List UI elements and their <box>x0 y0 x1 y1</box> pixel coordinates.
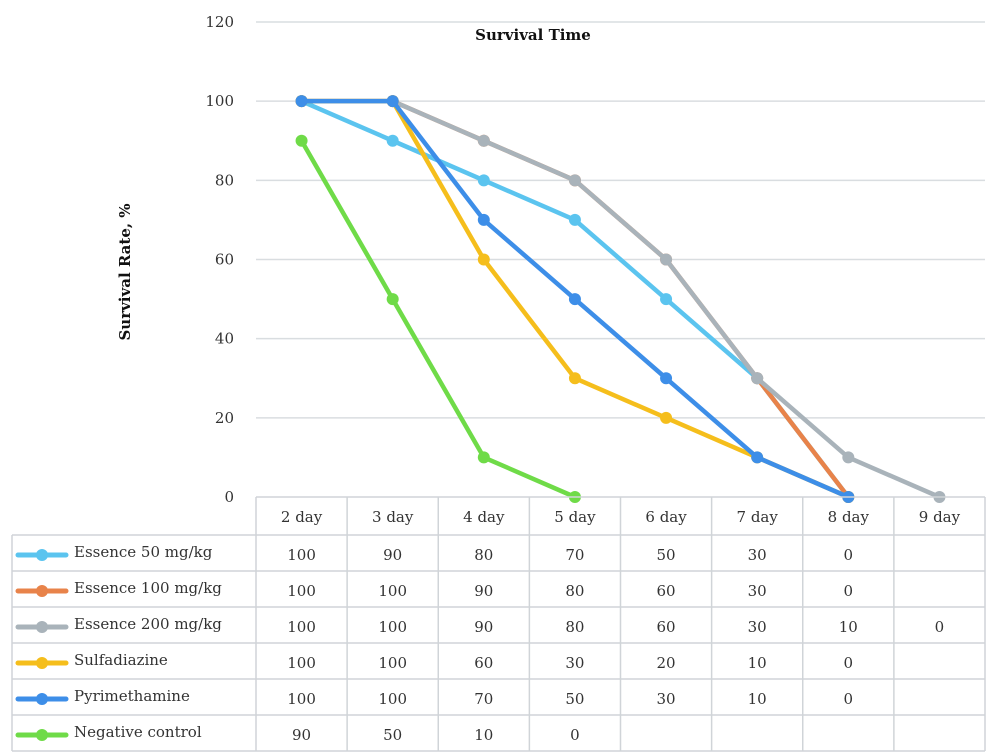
legend-swatch-marker <box>36 585 48 597</box>
series-line <box>299 98 942 500</box>
series-group <box>295 134 581 503</box>
data-point <box>386 134 399 147</box>
series-lines <box>295 95 946 503</box>
y-tick-label: 20 <box>215 409 234 427</box>
data-point <box>477 253 490 266</box>
data-label: 60 <box>474 654 493 672</box>
chart-title: Survival Time <box>475 26 591 44</box>
data-label: 30 <box>748 618 767 636</box>
data-label: 100 <box>378 654 407 672</box>
data-label: 70 <box>565 546 584 564</box>
data-point <box>386 293 399 306</box>
data-point <box>477 174 490 187</box>
data-label: 50 <box>383 726 402 744</box>
x-tick-label: 9 day <box>919 508 961 526</box>
data-table: 2 day 3 day 4 day 5 day 6 day 7 day 8 day 9 day… <box>11 496 986 752</box>
x-tick-label: 7 day <box>737 508 779 526</box>
legend-label: Sulfadiazine <box>74 651 168 669</box>
data-label: 100 <box>378 690 407 708</box>
x-tick-label: 3 day <box>372 508 414 526</box>
data-label: 20 <box>657 654 676 672</box>
data-point <box>660 411 673 424</box>
data-label: 50 <box>565 690 584 708</box>
data-point <box>842 451 855 464</box>
data-label: 30 <box>748 582 767 600</box>
data-label: 100 <box>378 582 407 600</box>
data-label: 80 <box>565 582 584 600</box>
data-point <box>568 293 581 306</box>
data-label: 80 <box>474 546 493 564</box>
data-point <box>660 293 673 306</box>
data-label: 90 <box>474 618 493 636</box>
x-tick-label: 8 day <box>828 508 870 526</box>
legend-label: Essence 50 mg/kg <box>74 543 213 561</box>
data-label: 0 <box>844 654 854 672</box>
data-point <box>751 372 764 385</box>
data-point <box>386 95 399 108</box>
legend-swatch-marker <box>36 693 48 705</box>
data-label: 90 <box>292 726 311 744</box>
legend-swatch-marker <box>36 621 48 633</box>
y-axis-label: Survival Rate, % <box>116 203 134 340</box>
data-point <box>295 95 308 108</box>
series-line <box>299 138 578 500</box>
legend-label: Negative control <box>74 723 202 741</box>
data-label: 100 <box>287 690 316 708</box>
legend-label: Essence 100 mg/kg <box>74 579 222 597</box>
data-label: 100 <box>287 546 316 564</box>
y-tick-label: 0 <box>224 488 234 506</box>
data-point <box>477 134 490 147</box>
legend-label: Pyrimethamine <box>74 687 190 705</box>
legend-swatch-marker <box>36 657 48 669</box>
data-label: 10 <box>474 726 493 744</box>
data-label: 0 <box>935 618 945 636</box>
data-point <box>568 174 581 187</box>
data-label: 100 <box>287 618 316 636</box>
x-tick-label: 4 day <box>463 508 505 526</box>
legend-swatch-marker <box>36 729 48 741</box>
data-label: 10 <box>748 690 767 708</box>
y-tick-label: 60 <box>215 251 234 269</box>
data-label: 80 <box>565 618 584 636</box>
data-point <box>477 451 490 464</box>
data-label: 100 <box>287 654 316 672</box>
y-axis-ticks: 0 20 40 60 80 100 120 <box>205 13 234 506</box>
y-tick-label: 80 <box>215 171 234 189</box>
series-group <box>295 95 855 503</box>
data-label: 30 <box>657 690 676 708</box>
legend-swatch-marker <box>36 549 48 561</box>
data-point <box>295 134 308 147</box>
data-label: 70 <box>474 690 493 708</box>
x-tick-label: 6 day <box>645 508 687 526</box>
legend-label: Essence 200 mg/kg <box>74 615 222 633</box>
data-point <box>568 372 581 385</box>
data-label: 100 <box>378 618 407 636</box>
data-point <box>568 213 581 226</box>
data-label: 0 <box>844 546 854 564</box>
y-tick-label: 120 <box>205 13 234 31</box>
x-tick-label: 2 day <box>281 508 323 526</box>
data-point <box>751 451 764 464</box>
data-label: 10 <box>839 618 858 636</box>
data-label: 60 <box>657 618 676 636</box>
data-label: 30 <box>748 546 767 564</box>
data-point <box>477 213 490 226</box>
x-tick-label: 5 day <box>554 508 596 526</box>
data-label: 60 <box>657 582 676 600</box>
data-label: 90 <box>383 546 402 564</box>
data-point <box>660 372 673 385</box>
data-label: 0 <box>570 726 580 744</box>
data-label: 50 <box>657 546 676 564</box>
data-label: 0 <box>844 582 854 600</box>
y-tick-label: 100 <box>205 92 234 110</box>
data-label: 90 <box>474 582 493 600</box>
data-label: 0 <box>844 690 854 708</box>
data-point <box>660 253 673 266</box>
data-label: 100 <box>287 582 316 600</box>
data-label: 10 <box>748 654 767 672</box>
y-tick-label: 40 <box>215 330 234 348</box>
data-label: 30 <box>565 654 584 672</box>
